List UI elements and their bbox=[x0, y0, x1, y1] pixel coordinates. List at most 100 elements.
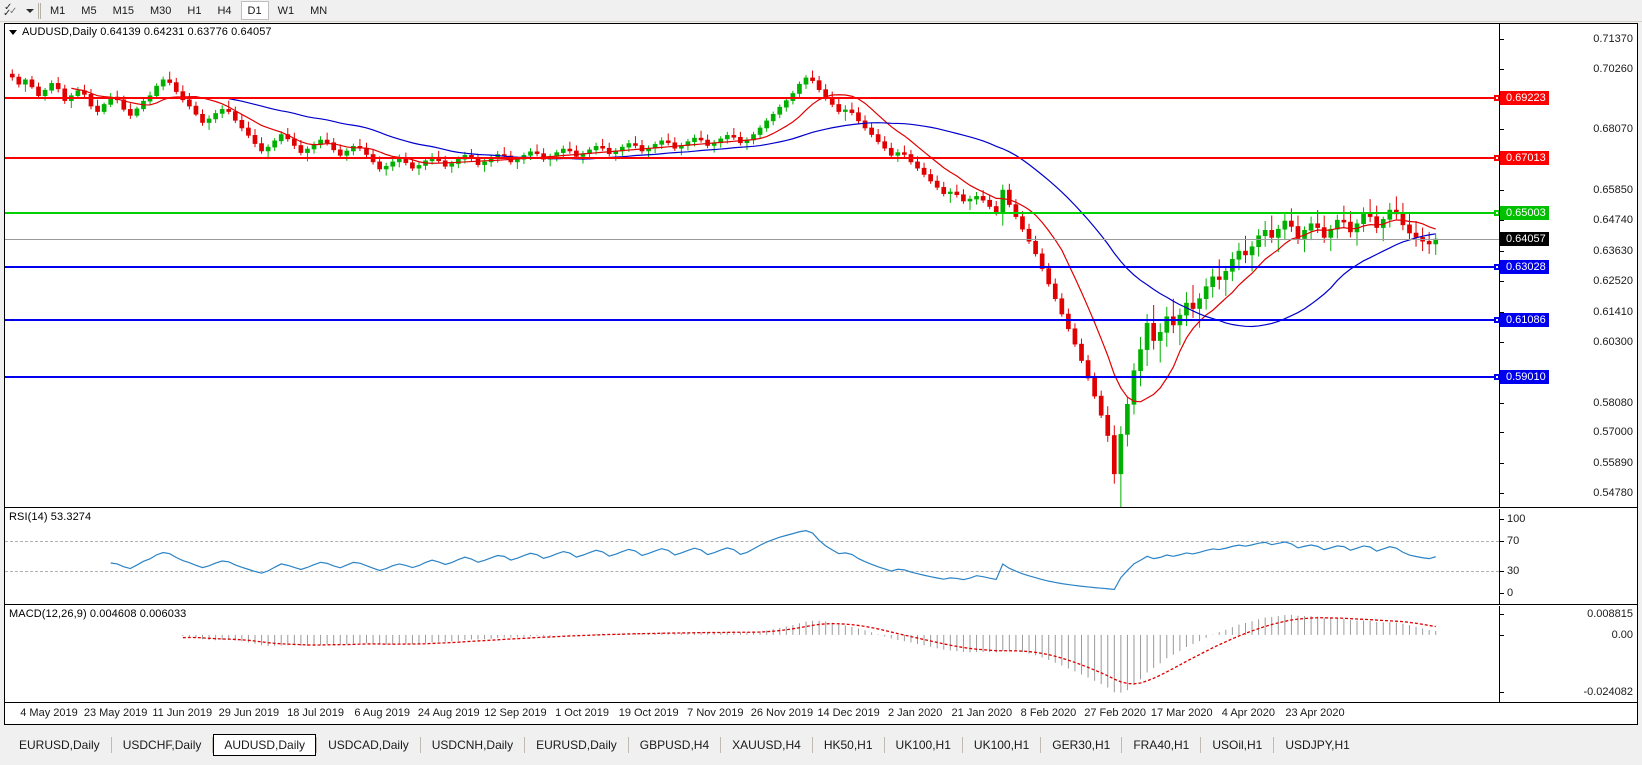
symbol-tab-hk50-h1[interactable]: HK50,H1 bbox=[823, 738, 873, 752]
date-tick-label: 21 Jan 2020 bbox=[951, 707, 1013, 719]
level-line-0.65003[interactable] bbox=[5, 210, 1499, 217]
symbol-tab-usdjpy-h1[interactable]: USDJPY,H1 bbox=[1285, 738, 1350, 752]
date-tick-label: 7 Nov 2019 bbox=[687, 707, 744, 719]
level-handle[interactable] bbox=[1494, 94, 1499, 101]
symbol-tab-uk100-h1[interactable]: UK100,H1 bbox=[973, 738, 1030, 752]
chevron-down-icon[interactable] bbox=[23, 2, 36, 20]
tab-divider bbox=[1121, 737, 1123, 753]
timeframe-d1[interactable]: D1 bbox=[240, 1, 269, 20]
level-line-0.5901[interactable] bbox=[5, 374, 1499, 381]
level-handle[interactable] bbox=[1494, 210, 1499, 217]
collapse-icon[interactable] bbox=[9, 29, 17, 35]
date-tick-label: 2 Jan 2020 bbox=[887, 707, 943, 719]
level-line-0.61086[interactable] bbox=[5, 317, 1499, 324]
level-line-0.69223[interactable] bbox=[5, 94, 1499, 101]
rsi-pane[interactable]: 100 70 30 0 RSI(14) 53.3274 bbox=[5, 509, 1637, 605]
rsi-series bbox=[110, 530, 1436, 591]
symbol-tab-eurusd-daily[interactable]: EURUSD,Daily bbox=[19, 738, 100, 752]
symbol-tab-usdchf-daily[interactable]: USDCHF,Daily bbox=[122, 738, 202, 752]
price-tag-0.64057[interactable]: 0.64057 bbox=[1500, 232, 1549, 247]
timeframe-m30[interactable]: M30 bbox=[149, 4, 172, 17]
tab-divider bbox=[212, 737, 214, 753]
axis-tick bbox=[1500, 541, 1504, 543]
date-tick-label: 6 Aug 2019 bbox=[354, 707, 410, 719]
level-line-0.63028[interactable] bbox=[5, 264, 1499, 271]
timeframe-h1[interactable]: H1 bbox=[187, 4, 202, 17]
price-tag-0.59010[interactable]: 0.59010 bbox=[1500, 370, 1549, 385]
level-handle[interactable] bbox=[1494, 264, 1499, 271]
toolbar-grip[interactable] bbox=[38, 2, 39, 19]
date-tick-label: 8 Feb 2020 bbox=[1020, 707, 1077, 719]
price-tick-label: 0.58080 bbox=[1593, 396, 1633, 409]
symbol-tab-eurusd-daily[interactable]: EURUSD,Daily bbox=[536, 738, 617, 752]
price-plot[interactable] bbox=[5, 24, 1499, 507]
timeframe-mn[interactable]: MN bbox=[310, 4, 328, 17]
date-tick-label: 29 Jun 2019 bbox=[218, 707, 280, 719]
price-tick-label: 0.60300 bbox=[1593, 335, 1633, 348]
price-tag-0.69223[interactable]: 0.69223 bbox=[1500, 90, 1549, 105]
symbol-tab-usoil-h1[interactable]: USOil,H1 bbox=[1212, 738, 1263, 752]
timeframe-m5[interactable]: M5 bbox=[81, 4, 97, 17]
price-tag-0.67013[interactable]: 0.67013 bbox=[1500, 151, 1549, 166]
date-axis[interactable]: 4 May 2019 23 May 2019 11 Jun 2019 29 Jun 2… bbox=[4, 703, 1638, 725]
macd-axis: 0.008815 0.00 -0.024082 bbox=[1499, 606, 1637, 702]
date-tick-label: 23 Apr 2020 bbox=[1285, 707, 1345, 719]
symbol-tab-usdcad-daily[interactable]: USDCAD,Daily bbox=[328, 738, 409, 752]
tab-divider bbox=[627, 737, 629, 753]
rsi-tick-label: 0 bbox=[1507, 587, 1514, 599]
price-tick-label: 0.70260 bbox=[1593, 63, 1633, 76]
date-tick-label: 27 Feb 2020 bbox=[1084, 707, 1146, 719]
price-pane[interactable]: 0.71370 0.70260 0.68070 0.65850 0.64740 0.636… bbox=[5, 24, 1637, 508]
timeframe-h4[interactable]: H4 bbox=[217, 4, 232, 17]
macd-pane-header: MACD(12,26,9) 0.004608 0.006033 bbox=[9, 608, 186, 620]
price-tick-label: 0.64740 bbox=[1593, 214, 1633, 227]
timeframe-m15[interactable]: M15 bbox=[112, 4, 134, 17]
price-tag-0.65003[interactable]: 0.65003 bbox=[1500, 206, 1549, 221]
price-tag-0.61086[interactable]: 0.61086 bbox=[1500, 313, 1549, 328]
symbol-tab-ger30-h1[interactable]: GER30,H1 bbox=[1052, 738, 1111, 752]
symbol-tab-gbpusd-h4[interactable]: GBPUSD,H4 bbox=[639, 738, 710, 752]
symbol-tab-audusd-daily[interactable]: AUDUSD,Daily bbox=[213, 734, 317, 756]
symbol-tab-bar: EURUSD,Daily USDCHF,Daily AUDUSD,Daily USDC… bbox=[0, 728, 1642, 765]
rsi-plot[interactable] bbox=[5, 509, 1499, 604]
price-tick-label: 0.62520 bbox=[1593, 275, 1633, 288]
symbol-tab-uk100-h1[interactable]: UK100,H1 bbox=[895, 738, 951, 752]
level-handle[interactable] bbox=[1494, 374, 1499, 381]
level-line-0.67013[interactable] bbox=[5, 155, 1499, 162]
macd-plot[interactable] bbox=[5, 606, 1499, 702]
price-tick-label: 0.68070 bbox=[1593, 123, 1633, 136]
macd-series bbox=[182, 614, 1437, 693]
tab-divider bbox=[419, 737, 421, 753]
tab-divider bbox=[811, 737, 813, 753]
price-axis[interactable]: 0.71370 0.70260 0.68070 0.65850 0.64740 0.636… bbox=[1499, 24, 1637, 507]
date-tick-label: 18 Jul 2019 bbox=[287, 707, 344, 719]
price-tick-label: 0.71370 bbox=[1593, 33, 1633, 46]
axis-tick bbox=[1500, 311, 1504, 313]
symbol-tab-fra40-h1[interactable]: FRA40,H1 bbox=[1133, 738, 1190, 752]
date-tick-label: 23 May 2019 bbox=[83, 707, 148, 719]
axis-tick bbox=[1500, 69, 1504, 71]
timeframe-m1[interactable]: M1 bbox=[50, 4, 66, 17]
level-handle[interactable] bbox=[1494, 155, 1499, 162]
axis-tick bbox=[1500, 402, 1504, 404]
price-tag-0.63028[interactable]: 0.63028 bbox=[1500, 260, 1549, 275]
rsi-level-70 bbox=[5, 541, 1499, 543]
axis-tick bbox=[1500, 692, 1504, 693]
timeframe-w1[interactable]: W1 bbox=[277, 4, 295, 17]
price-tick-label: 0.54780 bbox=[1593, 486, 1633, 499]
rsi-tick-label: 70 bbox=[1507, 535, 1520, 548]
price-tick-label: 0.65850 bbox=[1593, 184, 1633, 197]
periods-icon[interactable]: ✓ ✓ ✓ bbox=[3, 1, 18, 19]
macd-pane[interactable]: 0.008815 0.00 -0.024082 MACD(12,26,9) 0.00… bbox=[5, 606, 1637, 702]
macd-tick-label: -0.024082 bbox=[1583, 686, 1633, 698]
chart-area[interactable]: 0.71370 0.70260 0.68070 0.65850 0.64740 0.636… bbox=[4, 23, 1638, 703]
tab-divider bbox=[883, 737, 885, 753]
macd-tick-label: 0.008815 bbox=[1587, 608, 1633, 620]
level-handle[interactable] bbox=[1494, 317, 1499, 324]
tab-divider bbox=[1040, 737, 1042, 753]
date-tick-label: 26 Nov 2019 bbox=[750, 707, 814, 719]
symbol-tab-xauusd-h4[interactable]: XAUUSD,H4 bbox=[732, 738, 801, 752]
tab-divider bbox=[720, 737, 722, 753]
symbol-tab-usdcnh-daily[interactable]: USDCNH,Daily bbox=[431, 738, 514, 752]
macd-label: MACD(12,26,9) 0.004608 0.006033 bbox=[9, 608, 187, 620]
